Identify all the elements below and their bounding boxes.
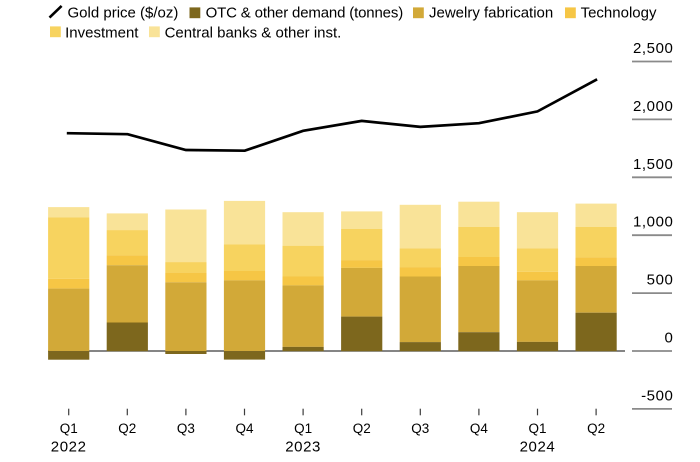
svg-text:Gold price ($/oz): Gold price ($/oz) [68,5,179,22]
svg-text:Central banks & other inst.: Central banks & other inst. [165,24,342,41]
svg-text:OTC & other demand (tonnes): OTC & other demand (tonnes) [206,5,404,22]
svg-text:Q2: Q2 [353,421,371,436]
svg-text:Jewelry fabrication: Jewelry fabrication [429,5,553,22]
svg-text:1,000: 1,000 [633,214,674,231]
svg-text:2,000: 2,000 [633,98,674,115]
svg-text:1,500: 1,500 [633,156,674,173]
svg-text:Q1: Q1 [294,421,312,436]
svg-text:Q4: Q4 [470,421,489,436]
svg-text:Investment: Investment [65,24,139,41]
svg-text:Q2: Q2 [587,421,605,436]
svg-text:500: 500 [647,272,674,289]
svg-text:Q4: Q4 [235,421,254,436]
svg-text:Q3: Q3 [177,421,195,436]
svg-text:2024: 2024 [520,439,556,456]
svg-text:Q3: Q3 [411,421,429,436]
svg-text:2,500: 2,500 [633,40,674,57]
svg-text:Q1: Q1 [528,421,546,436]
svg-text:0: 0 [665,330,674,347]
svg-text:Technology: Technology [581,5,657,22]
svg-text:2022: 2022 [51,439,87,456]
svg-text:Q2: Q2 [118,421,136,436]
svg-text:Q1: Q1 [60,421,78,436]
svg-text:2023: 2023 [285,439,321,456]
svg-text:-500: -500 [641,387,673,404]
